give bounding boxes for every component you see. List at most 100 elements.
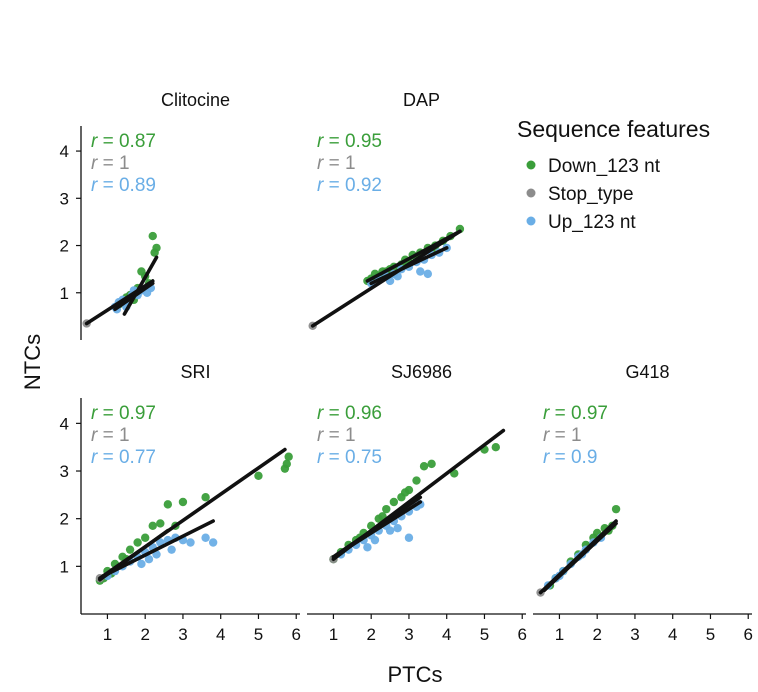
x-tick-label: 4 [668,625,677,644]
fit-line-down [122,255,159,316]
down-point [156,519,165,528]
up-point [186,538,195,547]
panel-title: G418 [625,362,669,382]
legend-marker [526,216,536,226]
up-point [423,269,433,279]
x-tick-label: 6 [517,625,526,644]
up-point [416,267,425,276]
legend-label: Down_123 nt [548,156,661,177]
x-tick-label: 6 [743,625,752,644]
down-point [133,538,142,547]
stat-up: r = 0.75 [317,447,382,468]
legend-marker [526,188,536,198]
up-point [385,526,395,535]
stat-stop: r = 1 [317,153,356,174]
legend-marker [526,160,536,170]
down-point [419,462,429,471]
up-point [404,533,414,542]
up-point [167,545,176,554]
legend-label: Stop_type [548,184,634,205]
up-point [370,535,380,545]
down-point [491,442,500,452]
stat-down: r = 0.96 [317,403,382,424]
fit-line-up [335,500,423,557]
down-point [201,493,210,502]
x-tick-label: 5 [480,625,489,644]
x-tick-label: 1 [103,625,112,644]
stat-up: r = 0.89 [91,175,156,196]
down-point [284,452,293,461]
x-tick-label: 5 [706,625,715,644]
x-tick-label: 1 [555,625,564,644]
fit-line-stop [84,279,155,326]
x-tick-label: 2 [366,625,375,644]
stat-down: r = 0.87 [91,131,156,152]
panel-clitocine: Clitocine 1 2 3 4 r = 0.87r = 1r = 0.89 [60,90,230,340]
down-point [382,504,391,514]
down-point [125,545,135,554]
up-point [137,559,146,569]
legend: Sequence features Down_123 nt Stop_type Up… [517,116,710,233]
up-point [201,533,210,542]
x-tick-label: 6 [291,625,300,644]
fit-line-up [101,519,215,578]
x-tick-label: 3 [404,625,413,644]
down-point [254,471,263,480]
stat-stop: r = 1 [543,425,582,446]
stat-stop: r = 1 [91,425,130,446]
stat-down: r = 0.97 [91,403,156,424]
y-tick-label: 3 [60,189,69,208]
y-tick-label: 2 [60,510,69,529]
panel-g418: G418 1 2 3 4 5 6 r = 0.97r = 1r = 0.9 [533,362,753,644]
y-tick-label: 1 [60,284,69,303]
down-point [389,497,399,507]
panel-sj6986: SJ6986 1 2 3 4 5 6 r = 0.96r = 1r = 0.75 [307,362,527,644]
stat-down: r = 0.97 [543,403,608,424]
panel-dap: DAP r = 0.95r = 1r = 0.92 [308,90,465,331]
up-point [144,554,154,564]
down-point [178,497,188,507]
panel-title: SJ6986 [391,362,452,382]
up-point [208,538,218,547]
down-point [140,533,150,542]
x-tick-label: 4 [442,625,451,644]
down-point [400,488,410,497]
down-point [148,231,157,241]
y-tick-label: 2 [60,237,69,256]
x-tick-label: 1 [329,625,338,644]
stat-up: r = 0.9 [543,447,597,468]
fit-line-up [542,533,603,592]
fit-line-up [369,246,449,286]
fit-line-up [113,281,155,312]
legend-entries: Down_123 nt Stop_type Up_123 nt [526,156,661,233]
stat-stop: r = 1 [91,153,130,174]
panel-title: DAP [403,90,440,110]
x-axis-label: PTCs [388,662,443,687]
stat-up: r = 0.77 [91,447,156,468]
panel-title: Clitocine [161,90,230,110]
x-tick-label: 5 [254,625,263,644]
up-point [363,543,372,552]
y-tick-label: 4 [60,414,69,433]
down-point [150,248,159,257]
down-point [280,464,290,473]
stat-up: r = 0.92 [317,175,382,196]
up-point [393,524,402,533]
panel-sri: SRI 1 2 3 4 1 2 3 4 5 6 r = 0.97r = 1r = 0.77 [60,362,301,644]
down-point [611,504,621,514]
x-tick-label: 4 [216,625,225,644]
y-axis-label: NTCs [20,334,45,390]
x-tick-label: 2 [592,625,601,644]
stat-down: r = 0.95 [317,131,382,152]
down-point [412,476,421,485]
legend-title: Sequence features [517,116,710,142]
x-tick-label: 2 [140,625,149,644]
x-tick-label: 3 [630,625,639,644]
y-tick-label: 1 [60,557,69,576]
legend-label: Up_123 nt [548,212,636,233]
down-point [427,459,436,469]
stat-stop: r = 1 [317,425,356,446]
fit-line-down [365,229,462,283]
